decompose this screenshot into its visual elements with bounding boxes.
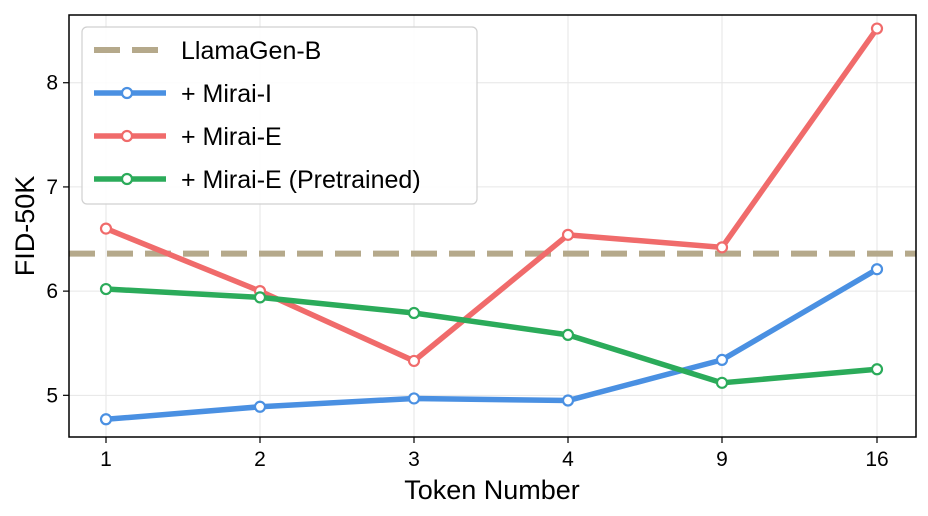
data-point bbox=[715, 353, 729, 366]
data-point bbox=[561, 328, 575, 341]
data-point bbox=[561, 228, 575, 241]
y-tick-label: 6 bbox=[46, 280, 58, 303]
y-axis-ticks: 5 6 7 8 bbox=[46, 72, 69, 407]
data-point bbox=[99, 222, 113, 235]
legend-box bbox=[81, 26, 478, 205]
data-point bbox=[407, 306, 421, 320]
data-point bbox=[99, 282, 113, 296]
y-tick-label: 5 bbox=[46, 384, 58, 407]
legend-label: + Mirai-E bbox=[181, 123, 282, 151]
legend-label: + Mirai-I bbox=[181, 80, 272, 108]
legend-marker bbox=[120, 172, 134, 186]
data-point bbox=[870, 22, 884, 35]
data-point bbox=[715, 376, 729, 389]
y-axis-title: FID-50K bbox=[10, 176, 40, 277]
data-point bbox=[561, 394, 575, 407]
x-tick-label: 3 bbox=[408, 448, 420, 471]
series-line bbox=[103, 266, 880, 423]
data-point bbox=[253, 291, 267, 304]
data-point bbox=[407, 354, 421, 368]
x-tick-label: 1 bbox=[100, 448, 112, 471]
x-tick-label: 2 bbox=[254, 448, 266, 471]
series-layer bbox=[99, 22, 884, 426]
data-point bbox=[407, 392, 421, 405]
series-line bbox=[103, 286, 880, 386]
x-tick-label: 16 bbox=[865, 448, 888, 471]
legend-marker bbox=[120, 129, 134, 143]
data-point bbox=[870, 363, 884, 376]
legend-label: LlamaGen-B bbox=[181, 37, 321, 65]
x-axis-title: Token Number bbox=[404, 475, 580, 505]
x-tick-label: 4 bbox=[562, 448, 574, 471]
data-point bbox=[715, 241, 729, 254]
x-axis-ticks: 1 2 3 4 9 16 bbox=[100, 437, 889, 471]
y-tick-label: 7 bbox=[46, 176, 58, 199]
data-point bbox=[253, 400, 267, 413]
legend: LlamaGen-B + Mirai-I + Mirai-E + Mirai-E (P… bbox=[81, 26, 478, 205]
x-tick-label: 9 bbox=[716, 448, 728, 471]
series-line bbox=[103, 25, 880, 364]
data-point bbox=[870, 263, 884, 276]
y-tick-label: 8 bbox=[46, 72, 58, 95]
legend-marker bbox=[120, 86, 134, 100]
data-point bbox=[99, 413, 113, 426]
plot-frame bbox=[68, 14, 917, 438]
legend-label: + Mirai-E (Pretrained) bbox=[181, 166, 421, 194]
